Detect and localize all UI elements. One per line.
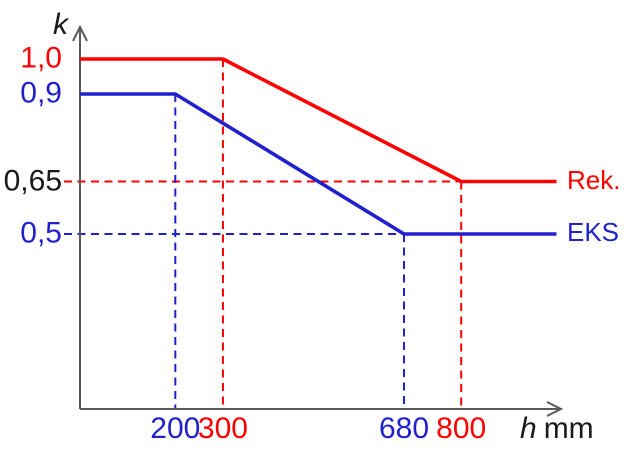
x-axis-arrow-icon	[546, 401, 564, 417]
x-axis-unit: mm	[543, 412, 594, 445]
x-tick-300: 300	[197, 412, 248, 445]
x-tick-800: 800	[436, 412, 487, 445]
y-tick-0-5: 0,5	[20, 216, 62, 250]
series-line-eks	[80, 92, 557, 236]
legend-rek: Rek.	[567, 164, 621, 195]
y-axis-arrow-icon	[72, 24, 88, 42]
x-axis-symbol: h	[520, 412, 537, 445]
x-axis-label: h mm	[520, 414, 594, 444]
y-tick-0-9: 0,9	[20, 76, 62, 110]
x-tick-200: 200	[150, 412, 201, 445]
y-tick-1-0: 1,0	[20, 41, 62, 75]
legend-eks: EKS	[567, 217, 620, 247]
series-line-rek	[80, 57, 557, 184]
y-tick-0-65: 0,65	[3, 163, 62, 197]
x-tick-680: 680	[378, 412, 430, 445]
y-axis-symbol: k	[53, 8, 68, 41]
